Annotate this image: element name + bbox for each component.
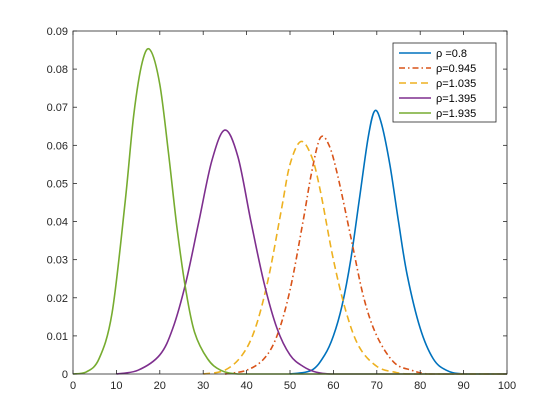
- y-tick-label: 0.07: [47, 102, 68, 114]
- x-tick-label: 80: [414, 380, 426, 392]
- series-layer: [72, 47, 508, 375]
- series-line-2: [224, 135, 508, 375]
- x-tick-label: 70: [371, 380, 383, 392]
- legend-label: ρ=1.035: [436, 78, 476, 90]
- legend-label: ρ=0.945: [436, 63, 476, 75]
- y-tick-label: 0.05: [47, 178, 68, 190]
- y-tick-label: 0.04: [47, 217, 68, 229]
- x-tick-label: 90: [457, 380, 469, 392]
- legend-label: ρ=1.395: [436, 93, 476, 105]
- x-tick-label: 100: [498, 380, 516, 392]
- x-tick-label: 20: [154, 380, 166, 392]
- x-tick-label: 0: [70, 380, 76, 392]
- y-tick-label: 0: [62, 369, 68, 381]
- y-tick-label: 0.02: [47, 293, 68, 305]
- x-tick-label: 40: [240, 380, 252, 392]
- legend-label: ρ =0.8: [436, 48, 467, 60]
- y-tick-label: 0.06: [47, 140, 68, 152]
- legend: ρ =0.8 ρ=0.945 ρ=1.035 ρ=1.395 ρ=1.935: [392, 42, 497, 123]
- x-tick-label: 60: [327, 380, 339, 392]
- y-tick-label: 0.03: [47, 255, 68, 267]
- series-line-1: [289, 109, 508, 375]
- x-tick-label: 10: [110, 380, 122, 392]
- x-axis: 0 10 20 30 40 50 60 70 80 90 100: [70, 31, 516, 392]
- y-tick-label: 0.08: [47, 64, 68, 76]
- y-axis: 0 0.01 0.02 0.03 0.04 0.05 0.06 0.07 0.08 0.09: [47, 26, 507, 381]
- legend-label: ρ=1.935: [436, 108, 476, 120]
- x-tick-label: 50: [284, 380, 296, 392]
- x-tick-label: 30: [197, 380, 209, 392]
- y-tick-label: 0.09: [47, 26, 68, 38]
- series-line-3: [203, 140, 508, 375]
- y-tick-label: 0.01: [47, 331, 68, 343]
